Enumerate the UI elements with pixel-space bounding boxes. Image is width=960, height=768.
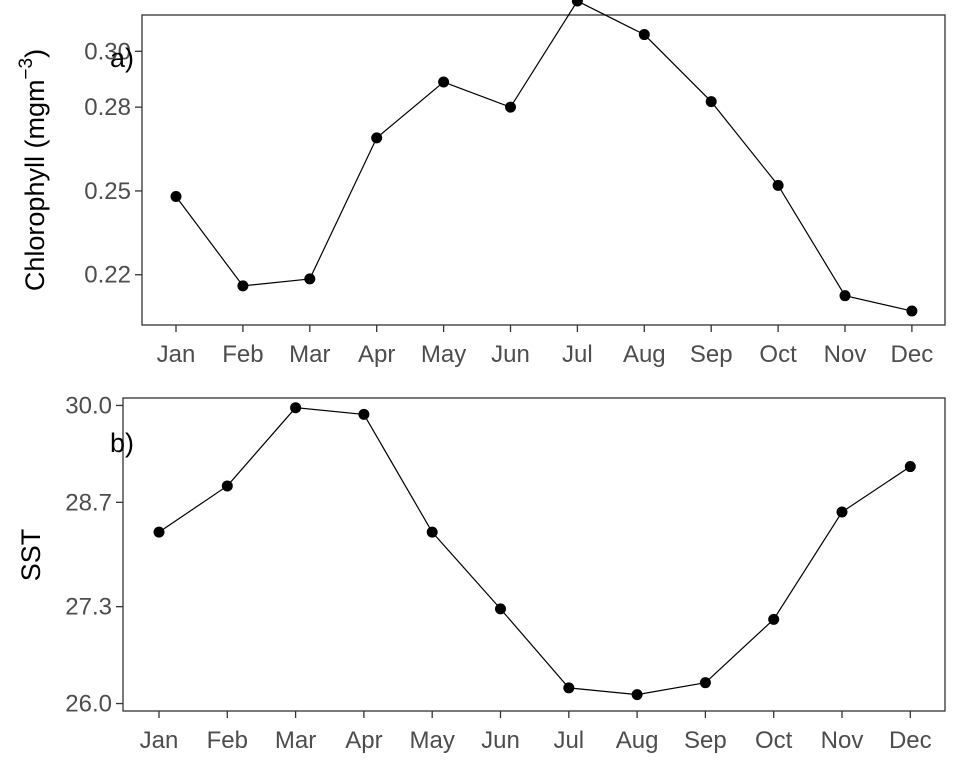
sst-point-dec	[904, 461, 916, 473]
sst-xtick-label: Nov	[821, 727, 864, 754]
sst-ytick-label: 26.0	[65, 691, 112, 718]
sst-point-may	[426, 526, 438, 538]
sst-point-sep	[699, 677, 711, 689]
sst-xtick-label: Jan	[140, 727, 179, 754]
chl-point-feb	[237, 280, 249, 292]
chl-ytick-label: 0.30	[84, 38, 131, 65]
sst-ytick-label: 27.3	[65, 594, 112, 621]
sst-point-mar	[290, 402, 302, 414]
chl-xtick-label: May	[421, 341, 466, 368]
chl-xtick-label: Aug	[623, 341, 666, 368]
chl-xtick-label: Apr	[358, 341, 395, 368]
sst-xtick-label: Aug	[616, 727, 659, 754]
chl-ytick-label: 0.22	[84, 262, 131, 289]
chl-xtick-label: Jan	[157, 341, 196, 368]
chl-point-aug	[638, 29, 650, 41]
chl-ytick-label: 0.25	[84, 178, 131, 205]
chl-point-oct	[772, 179, 784, 191]
chl-point-jul	[571, 0, 583, 7]
chl-point-jan	[170, 191, 182, 203]
sst-ytick-label: 30.0	[65, 392, 112, 419]
chl-point-jun	[505, 101, 516, 113]
sst-panel-tag: b)	[110, 428, 134, 458]
chl-xtick-label: Jul	[562, 341, 593, 368]
chl-xtick-label: Feb	[222, 341, 263, 368]
sst-xtick-label: Apr	[345, 727, 382, 754]
chl-xtick-label: Jun	[491, 341, 530, 368]
sst-ytick-label: 28.7	[65, 489, 112, 516]
chl-ytick-label: 0.28	[84, 94, 131, 121]
sst-point-feb	[221, 480, 233, 492]
sst-point-oct	[768, 613, 780, 625]
chl-xtick-label: Oct	[759, 341, 797, 368]
sst-point-nov	[836, 506, 848, 518]
sst-plot-frame	[122, 397, 946, 712]
sst-point-aug	[631, 689, 643, 701]
chl-point-nov	[839, 290, 851, 302]
sst-xtick-label: Jun	[481, 727, 520, 754]
chl-xtick-label: Mar	[289, 341, 330, 368]
chl-y-axis-title: Chlorophyll (mgm−3)	[16, 49, 50, 291]
sst-xtick-label: Jul	[553, 727, 584, 754]
chl-xtick-label: Dec	[891, 341, 934, 368]
chlorophyll-panel: 0.22 0.25 0.28 0.30 Jan Feb Mar Apr May Jun Jul Aug…	[16, 0, 946, 368]
sst-xtick-label: May	[410, 727, 455, 754]
chl-point-dec	[906, 305, 918, 317]
sst-series-line	[158, 407, 911, 696]
sst-point-apr	[358, 408, 370, 420]
sst-y-axis-title: SST	[16, 529, 46, 582]
sst-xtick-label: Oct	[755, 727, 793, 754]
chl-point-apr	[371, 132, 383, 144]
sst-point-jul	[563, 682, 575, 694]
sst-point-jan	[153, 526, 165, 538]
chl-point-mar	[304, 273, 316, 285]
chl-point-may	[438, 76, 450, 88]
chl-plot-frame	[141, 14, 946, 326]
sst-xtick-label: Mar	[275, 727, 316, 754]
sst-xtick-label: Dec	[889, 727, 932, 754]
sst-xtick-label: Feb	[207, 727, 248, 754]
chl-xtick-label: Sep	[690, 341, 733, 368]
sst-panel: 26.0 27.3 28.7 30.0 Jan Feb Mar Apr May Jun Jul Aug…	[16, 392, 946, 754]
chl-series-line	[175, 0, 913, 312]
chl-panel-tag: a)	[110, 43, 134, 73]
sst-xtick-label: Sep	[684, 727, 727, 754]
sst-point-jun	[495, 603, 506, 615]
chl-xtick-label: Nov	[824, 341, 867, 368]
chl-point-sep	[705, 96, 717, 108]
